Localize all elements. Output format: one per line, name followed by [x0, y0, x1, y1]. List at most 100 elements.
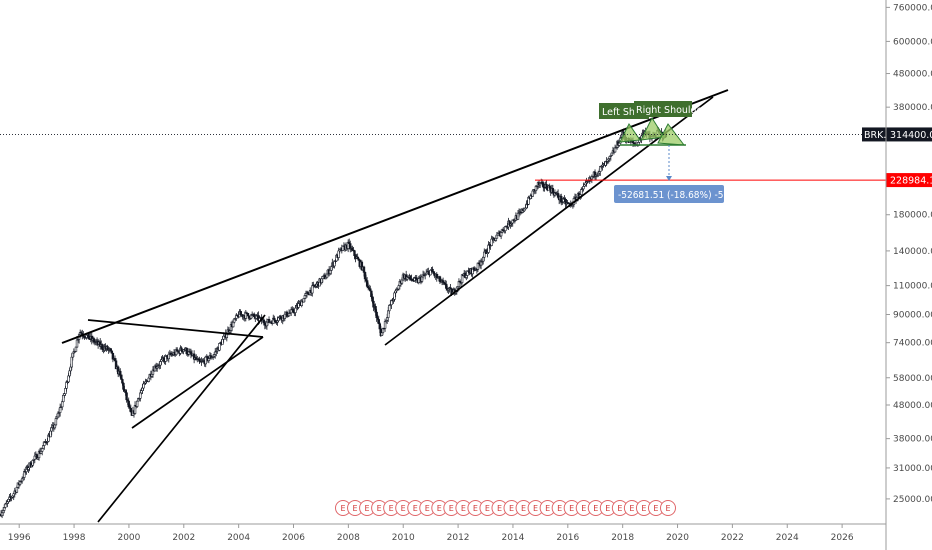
candle-body [159, 361, 162, 366]
candle-body [297, 303, 300, 308]
candle-body [445, 283, 448, 289]
candle-body [321, 276, 325, 280]
earnings-marker-label: E [581, 504, 586, 513]
last-price-tag[interactable] [886, 127, 932, 142]
candle-body [582, 186, 585, 190]
wedge-lower-trendline[interactable] [384, 96, 714, 346]
earnings-marker-label: E [641, 504, 646, 513]
candle-body [61, 401, 64, 408]
candle-body [330, 266, 333, 271]
candle-body [85, 334, 88, 338]
candle-body [71, 352, 74, 358]
candle-body [92, 338, 96, 343]
candle-body [481, 256, 485, 262]
earnings-marker-label: E [340, 504, 345, 513]
candle-body [435, 273, 438, 278]
candle-body [320, 278, 323, 284]
candle-body [150, 373, 154, 377]
candle-body [139, 392, 142, 399]
candle-body [263, 322, 267, 326]
candle-body [58, 406, 62, 413]
candle-body [3, 507, 6, 511]
candle-body [12, 493, 15, 497]
candle-body [69, 366, 72, 372]
candle-body [74, 346, 78, 352]
candle-body [479, 261, 483, 266]
long-support-trendline[interactable] [97, 314, 266, 523]
earnings-marker-label: E [389, 504, 394, 513]
candle-body [613, 147, 617, 153]
candle-body [127, 400, 130, 408]
candle-body [4, 503, 7, 508]
candle-body [121, 379, 124, 384]
candle-body [122, 382, 125, 390]
earnings-marker-label: E [665, 504, 670, 513]
candle-body [142, 383, 145, 389]
measure-label-box[interactable] [614, 185, 724, 203]
candle-body [125, 392, 128, 401]
candle-body [495, 234, 499, 239]
candle-body [387, 310, 390, 318]
candle-body [531, 190, 534, 197]
candle-body [548, 185, 551, 189]
earnings-marker-label: E [437, 504, 442, 513]
candle-body [101, 344, 104, 349]
hs-pattern-shape-1[interactable] [619, 123, 641, 143]
candle-body [147, 377, 150, 382]
candle-body [140, 390, 143, 394]
y-tick-label: 48000.00 [893, 401, 932, 411]
target-price-tag[interactable] [886, 173, 932, 188]
candle-body [369, 288, 372, 292]
candle-body [380, 332, 384, 336]
symbol-tag[interactable] [862, 127, 886, 142]
candle-body [378, 323, 382, 330]
right-shoulder-tag[interactable] [634, 101, 692, 117]
candle-body [465, 275, 468, 278]
candle-body [580, 189, 583, 195]
earnings-marker-label: E [497, 504, 502, 513]
earnings-marker-label: E [569, 504, 574, 513]
x-tick-label: 2026 [831, 533, 854, 543]
candle-body [363, 272, 367, 280]
earnings-marker-label: E [593, 504, 598, 513]
triangle-lower-line[interactable] [131, 336, 264, 429]
triangle-upper-line[interactable] [87, 319, 264, 338]
candle-body [231, 321, 235, 328]
earnings-marker-label: E [365, 504, 370, 513]
candle-body [487, 244, 490, 253]
candle-body [277, 317, 280, 321]
x-tick-label: 2004 [227, 533, 250, 543]
candle-body [198, 358, 201, 362]
x-tick-label: 2002 [172, 533, 195, 543]
candle-body [218, 343, 221, 351]
candle-body [221, 338, 224, 345]
y-tick-label: 140000.00 [893, 247, 932, 257]
candle-body [294, 307, 297, 313]
earnings-marker-label: E [617, 504, 622, 513]
earnings-marker-label: E [413, 504, 418, 513]
earnings-marker[interactable] [660, 500, 676, 516]
candle-body [214, 351, 217, 355]
candle-body [516, 212, 520, 220]
wedge-upper-trendline[interactable] [61, 89, 729, 344]
hs-pattern-shape-2[interactable] [640, 116, 665, 141]
candle-body [113, 358, 117, 362]
candle-body [204, 356, 207, 365]
target-price-tag-label: 228984.12 [890, 176, 932, 187]
candle-body [167, 353, 171, 360]
candle-body [397, 285, 400, 290]
x-tick-label: 2010 [392, 533, 415, 543]
candle-body [20, 478, 24, 482]
candle-body [420, 276, 424, 282]
left-shoulder-label: Left Shoulder [602, 107, 665, 118]
candle-body [431, 268, 434, 273]
candle-body [262, 319, 265, 324]
x-tick-label: 1998 [63, 533, 86, 543]
y-tick-label: 760000.00 [893, 3, 932, 13]
candle-body [87, 333, 90, 340]
candle-body [545, 183, 548, 189]
candle-body [68, 370, 71, 377]
candle-body [302, 298, 306, 303]
